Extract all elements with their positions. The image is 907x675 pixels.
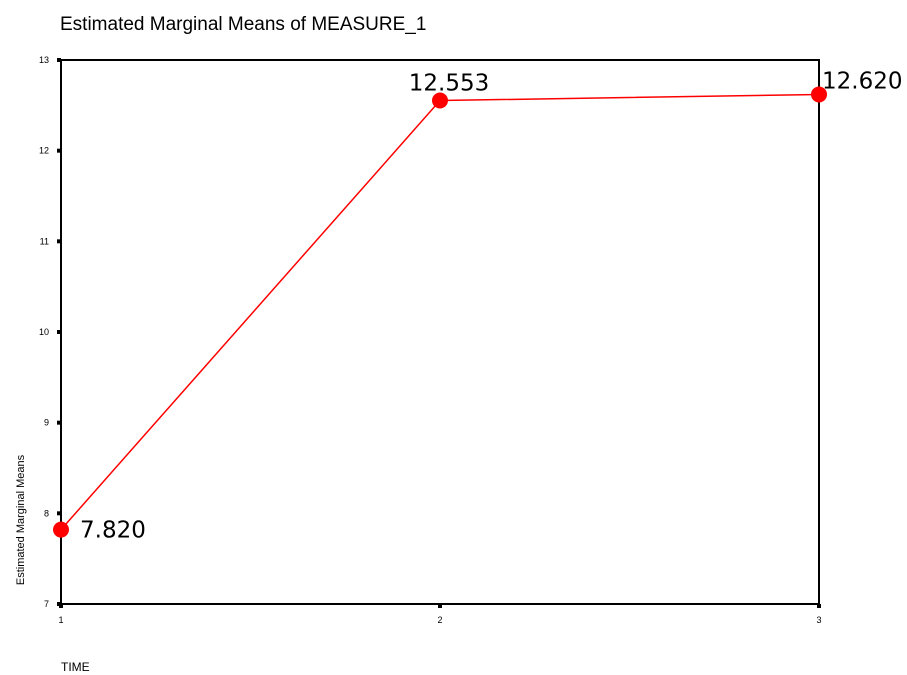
y-tick-mark	[57, 148, 61, 153]
plot-frame	[60, 59, 820, 605]
y-tick-label: 13	[39, 55, 49, 65]
x-tick-label: 1	[58, 615, 63, 625]
x-tick-mark	[817, 604, 821, 608]
data-point	[432, 92, 448, 109]
data-label: 12.620	[822, 68, 902, 94]
data-label: 12.553	[409, 71, 489, 97]
x-axis-label: TIME	[61, 660, 90, 674]
x-tick-label: 3	[816, 615, 821, 625]
y-tick-mark	[57, 58, 61, 62]
y-tick-mark	[57, 239, 61, 244]
x-tick-label: 2	[437, 615, 442, 625]
y-axis-ticks: 7 8 9 10 11 12 13	[39, 55, 61, 609]
series-points	[53, 86, 827, 538]
data-labels: 7.820 12.553 12.620	[80, 68, 902, 543]
y-tick-label: 10	[39, 327, 49, 337]
y-tick-mark	[57, 420, 61, 425]
series-line	[60, 93, 820, 531]
x-tick-mark	[438, 604, 442, 608]
series-lines	[60, 93, 820, 531]
chart-title: Estimated Marginal Means of MEASURE_1	[60, 14, 427, 35]
x-axis-ticks: 1 2 3	[58, 604, 822, 625]
y-tick-label: 12	[39, 146, 49, 156]
data-point	[53, 521, 69, 538]
data-label: 7.820	[80, 518, 146, 544]
y-tick-mark	[57, 330, 61, 334]
y-tick-label: 9	[44, 418, 49, 428]
y-tick-label: 7	[44, 599, 49, 609]
x-tick-mark	[59, 604, 63, 608]
y-tick-label: 8	[44, 508, 49, 518]
y-tick-mark	[57, 511, 61, 516]
data-point	[811, 86, 827, 103]
y-tick-label: 11	[40, 236, 49, 246]
